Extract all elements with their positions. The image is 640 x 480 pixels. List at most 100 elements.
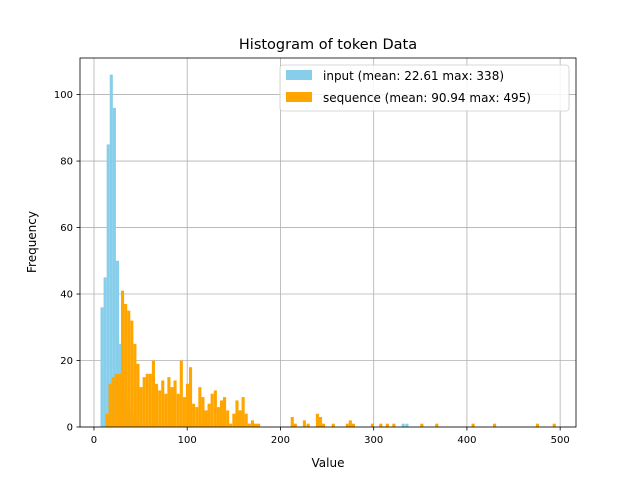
sequence-bar — [257, 423, 261, 427]
sequence-bar — [204, 410, 208, 427]
x-tick-label: 500 — [551, 435, 570, 446]
legend-box — [279, 64, 570, 112]
sequence-bar — [145, 373, 149, 427]
sequence-bar — [170, 387, 174, 427]
sequence-bar — [535, 423, 540, 427]
legend-swatch-input — [286, 70, 312, 80]
sequence-bar — [207, 403, 211, 427]
sequence-bar — [176, 393, 180, 427]
sequence-bar — [318, 417, 323, 427]
input-bar — [401, 423, 405, 427]
histogram-bars — [100, 74, 556, 428]
sequence-bar — [105, 413, 109, 427]
sequence-bar — [124, 304, 128, 427]
sequence-bar — [370, 423, 374, 427]
input-bar — [112, 107, 116, 427]
sequence-bar — [493, 423, 497, 427]
sequence-bar — [154, 383, 159, 427]
sequence-bar — [130, 320, 134, 427]
legend-label-sequence: sequence (mean: 90.94 max: 495) — [323, 91, 531, 105]
sequence-bar — [148, 373, 152, 427]
sequence-bar — [195, 407, 199, 427]
sequence-bar — [229, 423, 233, 427]
x-tick-label: 400 — [457, 435, 476, 446]
y-tick-label: 20 — [60, 356, 73, 367]
input-bar — [103, 277, 107, 427]
sequence-bar — [114, 373, 118, 427]
sequence-bar — [213, 390, 217, 427]
sequence-bar — [306, 423, 310, 427]
sequence-bar — [244, 413, 248, 427]
sequence-bar — [302, 420, 306, 427]
sequence-bar — [182, 397, 186, 427]
sequence-bar — [117, 373, 122, 427]
y-axis-label: Frequency — [25, 211, 39, 273]
grid-lines — [80, 58, 576, 428]
sequence-bar — [167, 377, 171, 427]
sequence-bar — [210, 393, 214, 427]
input-bar — [106, 144, 110, 427]
sequence-bar — [188, 367, 193, 427]
sequence-bar — [293, 423, 297, 427]
sequence-bar — [161, 380, 165, 427]
sequence-bar — [331, 423, 335, 427]
sequence-bar — [151, 360, 155, 427]
sequence-bar — [348, 420, 352, 427]
sequence-bar — [127, 310, 131, 427]
sequence-bar — [164, 393, 168, 427]
input-bar — [100, 307, 104, 427]
y-tick-label: 40 — [60, 290, 73, 301]
sequence-bar — [232, 413, 236, 427]
sequence-bar — [471, 423, 475, 427]
plot-frame — [79, 57, 577, 428]
sequence-bar — [322, 423, 326, 427]
legend-swatch-sequence — [286, 92, 312, 102]
x-axis-label: Value — [312, 456, 345, 470]
sequence-bar — [552, 423, 556, 427]
sequence-bar — [241, 397, 245, 427]
sequence-bar — [226, 410, 230, 427]
x-tick-label: 200 — [271, 435, 290, 446]
x-tick-label: 300 — [364, 435, 383, 446]
sequence-bar — [192, 403, 196, 427]
sequence-bar — [290, 417, 294, 427]
input-bar — [405, 423, 409, 427]
x-tick-label: 0 — [91, 435, 97, 446]
sequence-bar — [216, 407, 220, 427]
sequence-bar — [223, 397, 227, 427]
y-tick-label: 100 — [54, 90, 73, 101]
sequence-bar — [142, 377, 146, 427]
sequence-bar — [250, 420, 254, 427]
sequence-bar — [420, 423, 424, 427]
sequence-bar — [185, 383, 190, 427]
axis-ticks: 0 100 200 300 400 500 0 20 40 60 80 100 — [54, 90, 570, 446]
sequence-bar — [139, 387, 143, 427]
sequence-bar — [235, 400, 239, 427]
sequence-bar — [219, 400, 224, 427]
sequence-bar — [133, 343, 137, 427]
sequence-bar — [247, 423, 251, 427]
sequence-bar — [121, 290, 125, 427]
sequence-bar — [345, 423, 349, 427]
sequence-bar — [198, 387, 202, 427]
y-tick-label: 0 — [67, 423, 73, 434]
sequence-bar — [173, 380, 177, 427]
sequence-bar — [392, 423, 396, 427]
sequence-bar — [179, 360, 183, 427]
legend: input (mean: 22.61 max: 338) sequence (m… — [279, 64, 570, 112]
y-tick-label: 80 — [60, 157, 73, 168]
input-bar — [115, 260, 120, 427]
legend-label-input: input (mean: 22.61 max: 338) — [323, 69, 504, 83]
chart-title: Histogram of token Data — [239, 37, 417, 53]
sequence-bar — [158, 390, 162, 427]
sequence-bar — [253, 423, 258, 427]
sequence-bar — [385, 423, 389, 427]
sequence-bar — [435, 423, 439, 427]
sequence-bar — [351, 423, 355, 427]
sequence-bar — [201, 397, 205, 427]
sequence-bar — [136, 363, 140, 427]
sequence-bar — [315, 413, 319, 427]
sequence-bar — [238, 410, 242, 427]
sequence-bar — [108, 383, 112, 427]
